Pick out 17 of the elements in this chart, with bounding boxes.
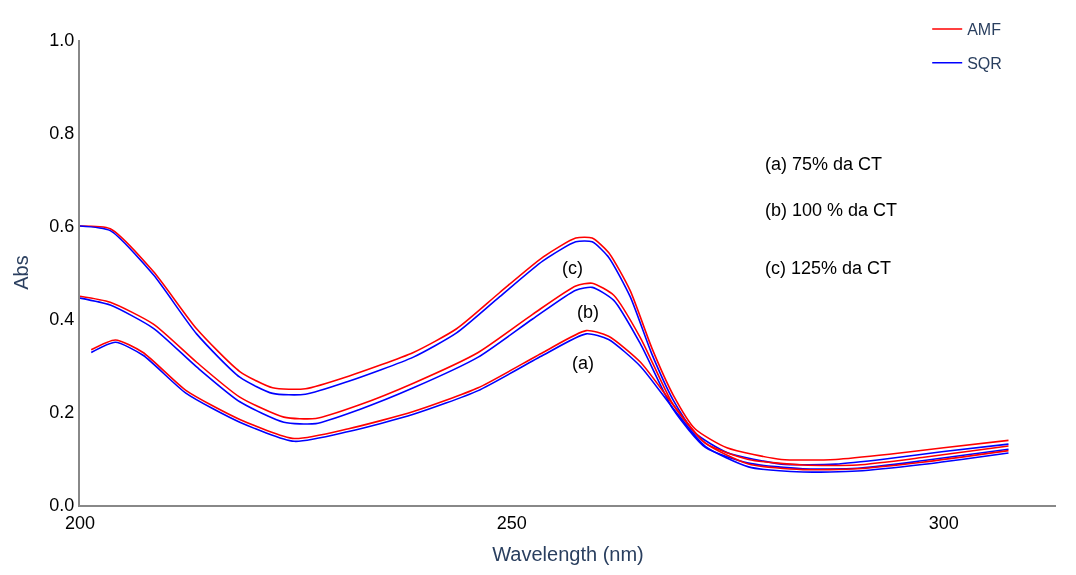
annotation: (b) 100 % da CT bbox=[765, 200, 898, 220]
y-tick-label: 1.0 bbox=[49, 30, 75, 51]
annotation: (a) bbox=[572, 353, 594, 373]
x-axis-title: Wavelength (nm) bbox=[492, 542, 644, 565]
y-axis-title: Abs bbox=[10, 255, 33, 290]
x-tick-label: 250 bbox=[496, 512, 527, 533]
annotation: (c) 125% da CT bbox=[765, 258, 892, 278]
x-tick-label: 300 bbox=[928, 512, 959, 533]
y-tick-label: 0.4 bbox=[49, 309, 75, 330]
legend-label: AMF bbox=[967, 21, 1002, 39]
legend-label: SQR bbox=[967, 55, 1002, 73]
annotation: (a) 75% da CT bbox=[765, 154, 883, 174]
annotation: (b) bbox=[577, 302, 599, 322]
y-tick-label: 0.8 bbox=[49, 123, 75, 144]
annotation: (c) bbox=[562, 258, 583, 278]
y-tick-label: 0.2 bbox=[49, 402, 75, 423]
y-tick-label: 0.6 bbox=[49, 216, 75, 237]
